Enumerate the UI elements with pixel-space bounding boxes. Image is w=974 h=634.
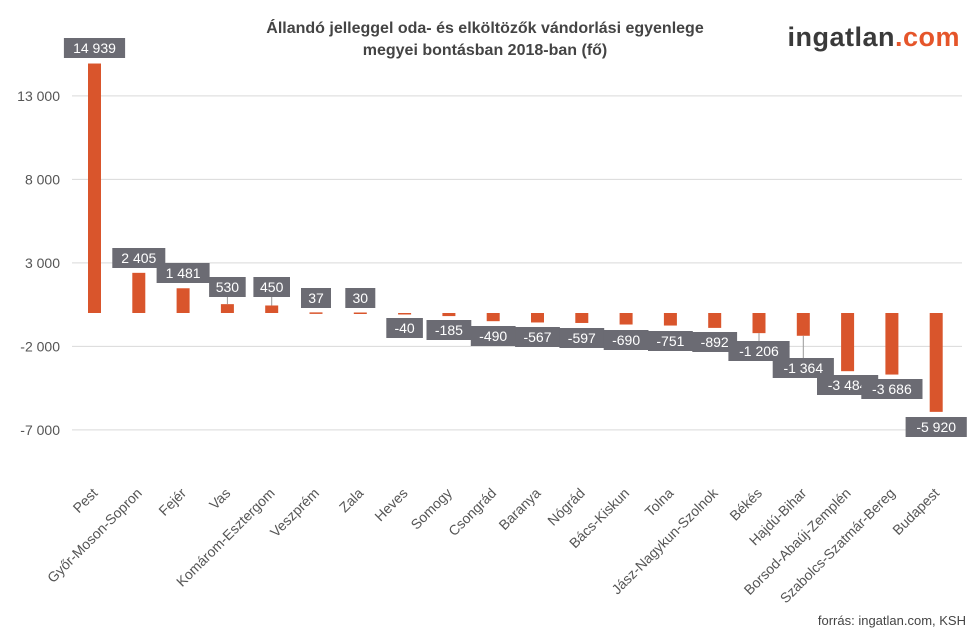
x-tick-label: Pest [69,485,100,516]
bar [841,313,855,372]
y-tick-label: 3 000 [25,255,60,271]
data-label: -1 206 [739,343,779,359]
data-label-box [692,332,738,352]
data-label: -5 920 [916,419,956,435]
data-label: -490 [479,328,507,344]
x-tick-label: Vas [206,485,234,513]
data-label: -597 [568,330,596,346]
brand-logo-part2: .com [894,22,960,52]
data-label-box [386,318,423,338]
bar [708,313,722,328]
x-tick-label: Zala [336,485,367,516]
data-label: -690 [612,332,640,348]
bar [663,313,677,326]
y-tick-label: 13 000 [17,88,60,104]
data-label: -3 686 [872,381,912,397]
brand-logo: ingatlan.com [787,22,960,53]
bar [220,304,234,313]
data-label: 30 [353,290,369,306]
data-label-box [253,277,290,297]
bar [796,313,810,336]
data-label-box [470,326,516,346]
bar [353,312,367,314]
bar [619,313,633,325]
y-tick-label: 8 000 [25,171,60,187]
bar [176,288,190,313]
data-label-box [515,327,560,347]
y-tick-label: -7 000 [20,422,60,438]
data-label: -751 [656,333,684,349]
x-tick-label: Fejér [155,485,189,519]
data-label-box [301,288,331,308]
data-label-box [426,320,472,340]
x-tick-label: Budapest [889,485,942,538]
data-label-box [603,330,649,350]
bar [885,313,899,375]
data-label-box [648,331,693,351]
bar [398,313,412,315]
data-label: -1 364 [783,360,823,376]
x-tick-label: Békés [726,485,765,524]
data-label: 1 481 [166,265,201,281]
bar [531,313,544,323]
data-label: -185 [435,322,463,338]
data-label-box [209,277,246,297]
bar [486,313,500,322]
x-tick-label: Tolna [642,485,677,520]
bar [752,313,766,334]
data-label-box [63,38,126,58]
x-tick-label: Baranya [495,485,543,533]
x-tick-label: Heves [371,485,410,524]
x-tick-label: Veszprém [267,485,322,540]
data-label-box [728,341,790,361]
data-label-box [112,248,166,268]
bar [442,313,456,317]
x-tick-label: Csongrád [445,485,499,539]
data-label: 530 [216,279,240,295]
data-label: 14 939 [73,40,116,56]
source-note: forrás: ingatlan.com, KSH [817,613,966,628]
data-label: 450 [260,279,284,295]
data-label-box [559,328,605,348]
bar [309,312,323,314]
data-label-box [156,263,210,283]
chart-title-line1: Állandó jelleggel oda- és elköltözők ván… [266,20,704,37]
data-label-box [905,417,967,437]
data-label-box [772,358,834,378]
x-tick-label: Nógrád [544,485,588,529]
data-label: -892 [701,334,729,350]
bar [929,313,943,412]
bar [132,272,146,313]
y-tick-label: -2 000 [20,338,60,354]
data-label-box [345,288,376,308]
data-label: 2 405 [121,250,156,266]
data-label-box [861,379,923,399]
data-label: -3 484 [828,377,868,393]
bar [265,305,279,313]
chart-title-line2: megyei bontásban 2018-ban (fő) [362,42,608,59]
bar [575,313,589,323]
data-label: 37 [308,290,324,306]
data-label: -567 [523,329,551,345]
bar [88,63,101,313]
brand-logo-part1: ingatlan [787,22,895,52]
data-label: -40 [394,320,414,336]
